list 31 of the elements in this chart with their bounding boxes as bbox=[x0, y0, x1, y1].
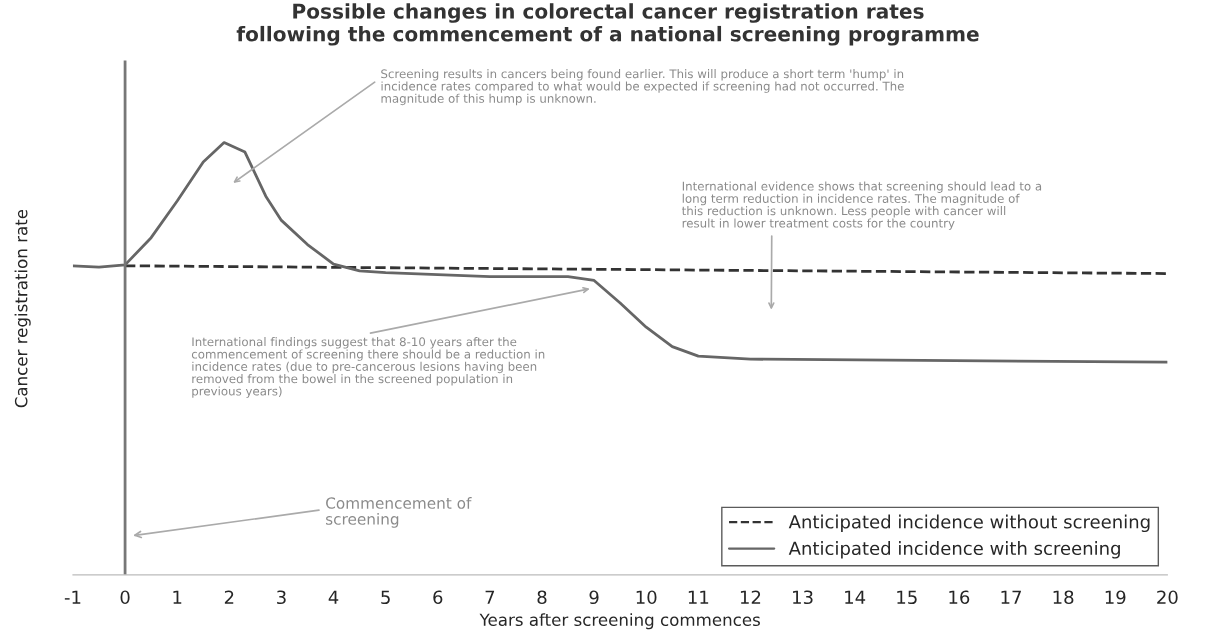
x-axis-title: Years after screening commences bbox=[479, 613, 760, 630]
x-tick-label: 14 bbox=[845, 590, 866, 604]
x-tick-label: 6 bbox=[433, 590, 443, 605]
x-tick-label: 16 bbox=[949, 590, 970, 605]
x-tick-label: -1 bbox=[64, 590, 81, 604]
x-tick-label: 2 bbox=[224, 590, 234, 604]
x-tick-label: 4 bbox=[328, 590, 339, 604]
x-tick-label: 13 bbox=[793, 590, 813, 605]
x-tick-label: 18 bbox=[1053, 590, 1074, 605]
annotation: International evidence shows that screening should lead to a long term reduction in incidence rates. The magnitude of this reduction is unknown. Less people with cancer will result in lower treatment costs for the country bbox=[681, 181, 1042, 230]
text: Screening results in cancers being found earlier. This will produce a short term 'hump' in incidence rates compared to what would be expected if screening had not occurred. The magnitude of this hump is unknown. bbox=[381, 69, 904, 106]
x-tick-label: 10 bbox=[636, 590, 657, 605]
annotation: International findings suggest that 8-10 years after the commencement of screening there should be a reduction in incidence rates (due to pre-cancerous lesions having been removed from the bowel in the screened population in previous years) bbox=[191, 337, 545, 398]
x-tick-label: 9 bbox=[589, 590, 599, 605]
legend-label: Anticipated incidence with screening bbox=[788, 541, 1120, 559]
x-tick-label: 12 bbox=[740, 590, 761, 604]
x-tick-label: 20 bbox=[1157, 590, 1178, 605]
x-tick-label: 19 bbox=[1105, 590, 1126, 605]
x-tick-label: 3 bbox=[277, 590, 286, 605]
x-tick-label: 0 bbox=[120, 590, 130, 605]
x-tick-label: 15 bbox=[897, 590, 917, 605]
legend-label: Anticipated incidence without screening bbox=[788, 514, 1150, 533]
x-tick-label: 1 bbox=[173, 590, 182, 604]
chart-title: Possible changes in colorectal cancer registration rates following the commencement of a national screening programme bbox=[236, 3, 979, 46]
y-axis-title: Cancer registration rate bbox=[14, 209, 31, 408]
x-tick-label: 11 bbox=[688, 590, 709, 604]
x-tick-label: 8 bbox=[537, 590, 547, 605]
x-tick-label: 7 bbox=[485, 590, 495, 604]
x-tick-label: 17 bbox=[1001, 590, 1021, 604]
x-tick-label: 5 bbox=[381, 590, 390, 605]
annotation: Commencement of screening bbox=[326, 497, 472, 528]
